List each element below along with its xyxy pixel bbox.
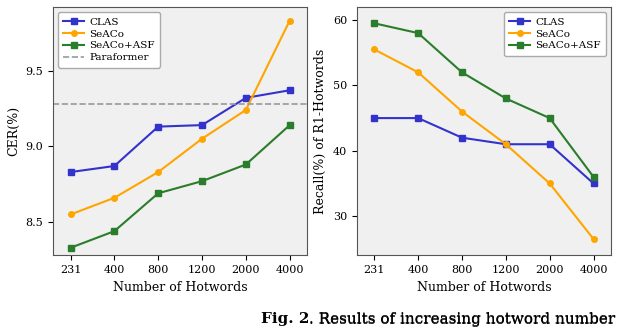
SeACo xyxy=(459,110,466,114)
SeACo+ASF xyxy=(286,123,294,127)
Line: SeACo: SeACo xyxy=(68,18,292,217)
Y-axis label: CER(%): CER(%) xyxy=(7,106,20,156)
CLAS xyxy=(242,96,250,100)
SeACo+ASF xyxy=(459,70,466,74)
X-axis label: Number of Hotwords: Number of Hotwords xyxy=(417,281,551,294)
Paraformer xyxy=(67,102,74,106)
SeACo+ASF xyxy=(546,116,553,120)
SeACo+ASF xyxy=(371,21,378,25)
Legend: CLAS, SeACo, SeACo+ASF, Paraformer: CLAS, SeACo, SeACo+ASF, Paraformer xyxy=(58,12,160,67)
Y-axis label: Recall(%) of R1-Hotwords: Recall(%) of R1-Hotwords xyxy=(314,48,327,214)
SeACo+ASF xyxy=(111,229,118,233)
SeACo+ASF xyxy=(67,246,74,250)
Text: . Results of increasing hotword number experiments.: . Results of increasing hotword number e… xyxy=(309,313,618,327)
CLAS xyxy=(590,181,597,185)
CLAS xyxy=(111,164,118,168)
SeACo xyxy=(415,70,422,74)
SeACo xyxy=(198,137,206,141)
CLAS xyxy=(546,142,553,146)
SeACo xyxy=(371,47,378,51)
CLAS xyxy=(286,88,294,92)
CLAS xyxy=(415,116,422,120)
SeACo xyxy=(242,108,250,112)
Line: SeACo+ASF: SeACo+ASF xyxy=(371,20,596,180)
Paraformer xyxy=(111,102,118,106)
Line: SeACo: SeACo xyxy=(371,47,596,242)
SeACo+ASF xyxy=(242,162,250,166)
CLAS xyxy=(67,170,74,174)
CLAS xyxy=(459,136,466,140)
SeACo xyxy=(111,196,118,200)
CLAS xyxy=(502,142,509,146)
Text: Fig. 2: Fig. 2 xyxy=(261,312,309,326)
SeACo xyxy=(286,19,294,23)
SeACo xyxy=(546,181,553,185)
SeACo xyxy=(67,212,74,216)
SeACo+ASF xyxy=(415,31,422,35)
SeACo xyxy=(154,170,162,174)
Legend: CLAS, SeACo, SeACo+ASF: CLAS, SeACo, SeACo+ASF xyxy=(504,12,606,56)
SeACo xyxy=(502,142,509,146)
SeACo+ASF xyxy=(502,97,509,101)
CLAS xyxy=(371,116,378,120)
SeACo xyxy=(590,237,597,241)
Text: . Results of increasing hotword number experiments.: . Results of increasing hotword number e… xyxy=(309,312,618,326)
SeACo+ASF xyxy=(590,175,597,179)
CLAS xyxy=(154,125,162,129)
Line: CLAS: CLAS xyxy=(68,88,292,175)
Line: CLAS: CLAS xyxy=(371,115,596,186)
CLAS xyxy=(198,123,206,127)
Line: SeACo+ASF: SeACo+ASF xyxy=(68,122,292,250)
SeACo+ASF xyxy=(154,191,162,195)
SeACo+ASF xyxy=(198,179,206,183)
X-axis label: Number of Hotwords: Number of Hotwords xyxy=(113,281,247,294)
